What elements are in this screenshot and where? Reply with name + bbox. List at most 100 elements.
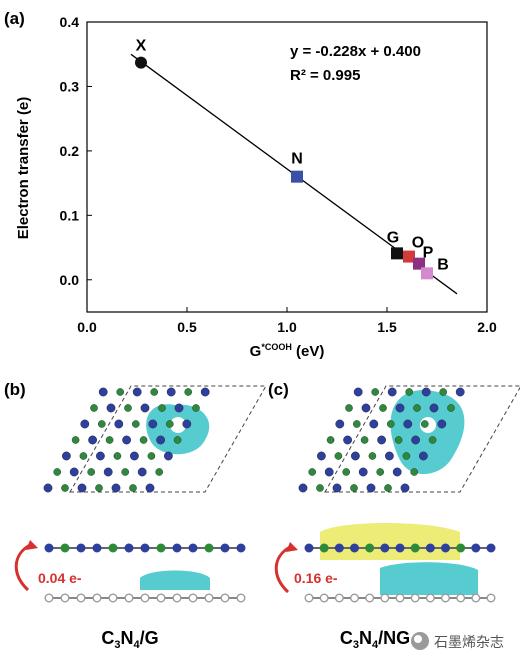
nitrogen-atom (132, 387, 142, 397)
carbon-atom (155, 468, 163, 476)
carbon-atom (316, 484, 324, 492)
point-B (421, 267, 433, 280)
nitrogen-atom (145, 483, 155, 493)
side-cyan-cloud-c (380, 562, 478, 595)
side-g-atom (220, 593, 230, 603)
nitrogen-atom (62, 451, 71, 461)
electron-transfer-b: 0.04 e- (38, 570, 82, 586)
panel-label-b: (b) (4, 380, 26, 399)
caption-c: C3N4/NG (340, 628, 410, 651)
nitrogen-atom (88, 435, 98, 445)
side-cn-atom (220, 543, 230, 553)
side-g-atom (410, 593, 420, 603)
x-tick-label: 0.5 (177, 319, 197, 335)
nitrogen-atom (103, 467, 113, 477)
point-label-N: N (291, 151, 303, 168)
caption-b: C3N4/G (101, 628, 158, 651)
nitrogen-atom (182, 419, 192, 429)
carbon-atom (95, 484, 103, 492)
caption-c-sub2: 4 (372, 639, 379, 651)
carbon-atom (345, 404, 353, 412)
side-cn-atom (172, 543, 182, 553)
carbon-atom (121, 468, 129, 476)
density-hole-b (170, 417, 186, 433)
nitrogen-atom (366, 483, 376, 493)
nitrogen-atom (174, 403, 184, 413)
side-g-atom (204, 593, 214, 603)
carbon-atom (352, 420, 361, 428)
carbon-atom (184, 388, 192, 396)
side-cn-atom (76, 543, 86, 553)
x-tick-label: 2.0 (477, 319, 497, 335)
nitrogen-atom (140, 403, 150, 413)
nitrogen-atom (353, 387, 363, 397)
nitrogen-atom (335, 419, 345, 429)
side-cn-atom (140, 543, 150, 553)
transfer-arrow-c (274, 545, 291, 594)
nitrogen-atom (400, 483, 410, 493)
y-tick-label: 0.3 (60, 78, 80, 94)
side-yellow-cloud-c (320, 523, 460, 560)
side-cn-atom (124, 543, 134, 553)
caption-c-tail: /NG (378, 628, 410, 648)
point-label-X: X (136, 38, 147, 55)
side-cloud-b (140, 570, 210, 590)
y-axis: 0.0 0.1 0.2 0.3 0.4 (60, 14, 92, 288)
side-g-atom (425, 593, 435, 603)
side-cn-atom (395, 543, 405, 553)
watermark: 石墨烯杂志 (411, 632, 504, 650)
caption-c-n: N (359, 628, 372, 648)
nitrogen-atom (80, 419, 90, 429)
nitrogen-atom (156, 435, 166, 445)
side-g-atom (456, 593, 466, 603)
nitrogen-atom (411, 435, 420, 445)
side-g-atom (350, 593, 360, 603)
side-g-atom (44, 593, 54, 603)
nitrogen-atom (316, 451, 326, 461)
y-tick-label: 0.2 (60, 143, 80, 159)
point-P (413, 257, 425, 270)
side-cn-atom (486, 543, 496, 553)
side-g-atom (108, 593, 118, 603)
side-cn-atom (365, 543, 375, 553)
side-g-atom (471, 593, 481, 603)
carbon-atom (368, 452, 377, 460)
carbon-atom (192, 404, 200, 412)
point-label-B: B (437, 256, 449, 273)
structure-top-view-c (298, 385, 520, 493)
x-tick-label: 0.0 (77, 319, 97, 335)
side-atoms-c (304, 543, 496, 603)
caption-c-c: C (340, 628, 353, 648)
nitrogen-atom (455, 387, 465, 397)
electron-transfer-c: 0.16 e- (294, 570, 338, 586)
carbon-atom (53, 468, 62, 476)
side-g-atom (188, 593, 198, 603)
x-axis-label: G*COOH (eV) (250, 342, 325, 360)
nitrogen-atom (166, 387, 176, 397)
carbon-atom (386, 420, 395, 428)
nitrogen-atom (77, 483, 87, 493)
side-g-atom (380, 593, 390, 603)
side-cn-atom (108, 543, 118, 553)
x-axis-label-sub: *COOH (261, 342, 292, 352)
side-g-atom (76, 593, 86, 603)
x-axis-label-unit: (eV) (292, 343, 325, 360)
side-cn-atom (425, 543, 435, 553)
carbon-atom (61, 484, 69, 492)
nitrogen-atom (369, 419, 379, 429)
nitrogen-atom (332, 483, 342, 493)
side-g-atom (92, 593, 102, 603)
side-cn-atom (44, 543, 54, 553)
caption-b-n: N (120, 628, 133, 648)
r-squared: R² = 0.995 (290, 67, 360, 84)
point-N (291, 170, 303, 183)
fit-equation: y = -0.228x + 0.400 (290, 43, 421, 60)
nitrogen-atom (163, 451, 173, 461)
side-g-atom (304, 593, 314, 603)
carbon-atom (90, 404, 98, 412)
carbon-atom (158, 404, 166, 412)
nitrogen-atom (111, 483, 121, 493)
side-g-atom (365, 593, 375, 603)
panel-label-c: (c) (268, 380, 289, 399)
transfer-arrow-b (14, 543, 31, 592)
